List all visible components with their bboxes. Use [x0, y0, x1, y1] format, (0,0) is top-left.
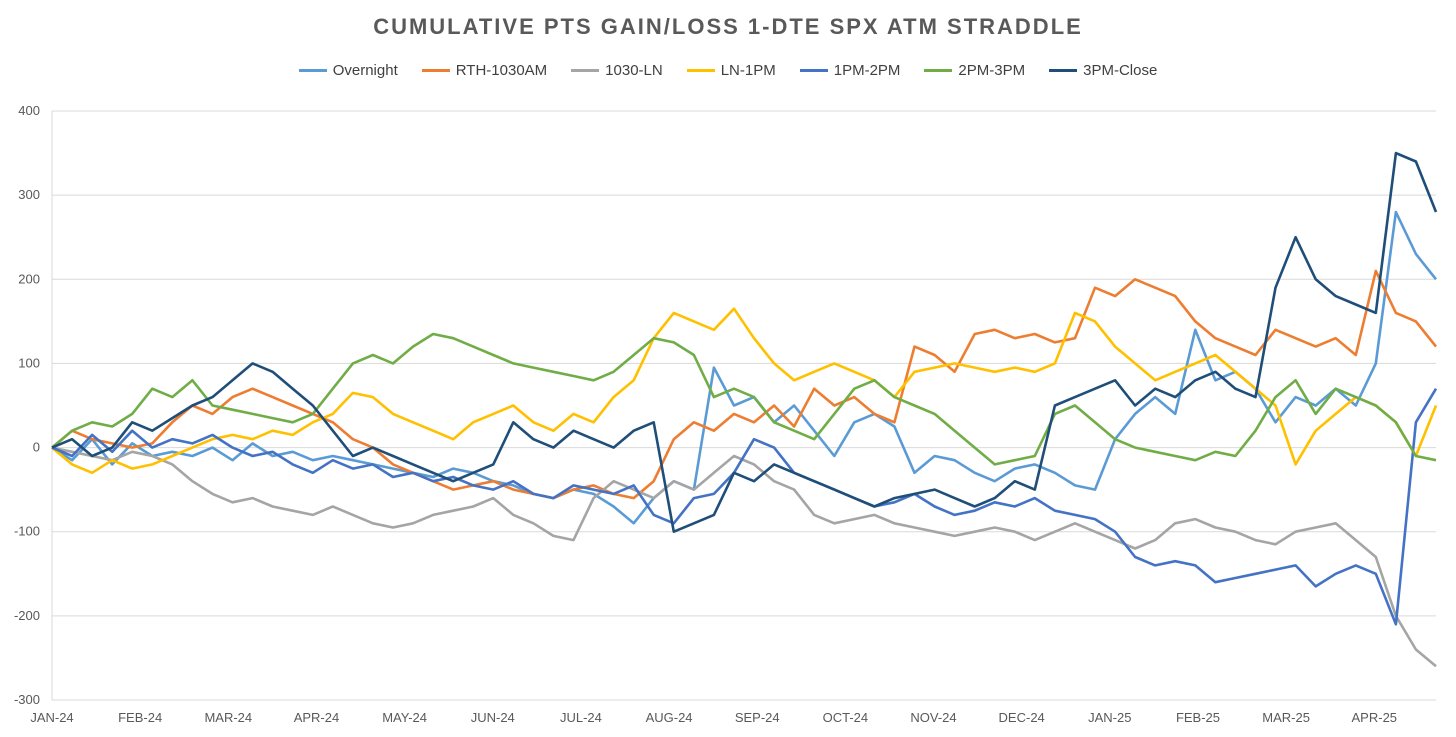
series-line-1030-ln: [51, 446, 1437, 668]
x-tick-label: JAN-24: [30, 710, 73, 725]
legend-item: RTH-1030AM: [421, 62, 548, 79]
x-tick-label: MAY-24: [382, 710, 427, 725]
legend-label: 2PM-3PM: [958, 62, 1026, 79]
x-tick-label: NOV-24: [910, 710, 956, 725]
legend-swatch: [421, 69, 450, 72]
x-tick-label: FEB-25: [1176, 710, 1220, 725]
gridlines: [51, 110, 1436, 701]
x-tick-label: APR-24: [294, 710, 340, 725]
x-tick-label: DEC-24: [999, 710, 1045, 725]
legend-swatch: [799, 69, 828, 72]
y-tick-label: 200: [18, 271, 40, 286]
legend-swatch: [924, 69, 953, 72]
x-tick-label: SEP-24: [735, 710, 780, 725]
x-tick-label: FEB-24: [118, 710, 162, 725]
legend-item: 1PM-2PM: [799, 62, 901, 79]
y-tick-label: 300: [18, 187, 40, 202]
legend-swatch: [1049, 69, 1078, 72]
legend-swatch: [298, 69, 327, 72]
legend-label: 1030-LN: [605, 62, 663, 79]
series-line-3pm-close: [51, 151, 1438, 534]
legend-label: 3PM-Close: [1083, 62, 1158, 79]
y-tick-label: 100: [18, 355, 40, 370]
legend-label: 1PM-2PM: [833, 62, 901, 79]
x-tick-label: JAN-25: [1088, 710, 1131, 725]
series-line-overnight: [51, 210, 1438, 525]
x-tick-label: JUN-24: [471, 710, 515, 725]
x-tick-label: JUL-24: [560, 710, 602, 725]
series-lines: [51, 151, 1438, 668]
legend-item: 2PM-3PM: [924, 62, 1025, 79]
legend: Overnight RTH-1030AM 1030-LN LN-1PM 1PM-2PM 2…: [0, 62, 1456, 79]
x-tick-label: OCT-24: [823, 710, 869, 725]
legend-label: RTH-1030AM: [455, 62, 548, 79]
legend-item: LN-1PM: [686, 62, 776, 79]
legend-item: 3PM-Close: [1049, 62, 1157, 79]
series-line-rth-1030am: [51, 269, 1438, 500]
x-tick-label: MAR-25: [1262, 710, 1310, 725]
legend-item: 1030-LN: [571, 62, 663, 79]
series-line-1pm-2pm: [51, 388, 1438, 626]
x-tick-label: MAR-24: [204, 710, 252, 725]
legend-item: Overnight: [298, 62, 398, 79]
x-tick-label: APR-25: [1352, 710, 1398, 725]
y-tick-label: -100: [14, 524, 40, 539]
legend-swatch: [686, 69, 715, 72]
legend-swatch: [571, 69, 600, 72]
chart-title: CUMULATIVE PTS GAIN/LOSS 1-DTE SPX ATM S…: [373, 14, 1083, 39]
legend-label: Overnight: [332, 62, 398, 79]
y-tick-label: -200: [14, 608, 40, 623]
x-axis-tick-labels: JAN-24 FEB-24 MAR-24 APR-24 MAY-24 JUN-24 JUL-…: [30, 710, 1397, 725]
legend-label: LN-1PM: [720, 62, 776, 79]
series-line-2pm-3pm: [51, 332, 1437, 466]
y-axis-tick-labels: 400 300 200 100 0 -100 -200 -300: [14, 103, 40, 707]
series-line-ln-1pm: [51, 307, 1438, 475]
y-tick-label: 0: [33, 440, 40, 455]
y-tick-label: -300: [14, 692, 40, 707]
y-tick-label: 400: [18, 103, 40, 118]
x-tick-label: AUG-24: [646, 710, 693, 725]
